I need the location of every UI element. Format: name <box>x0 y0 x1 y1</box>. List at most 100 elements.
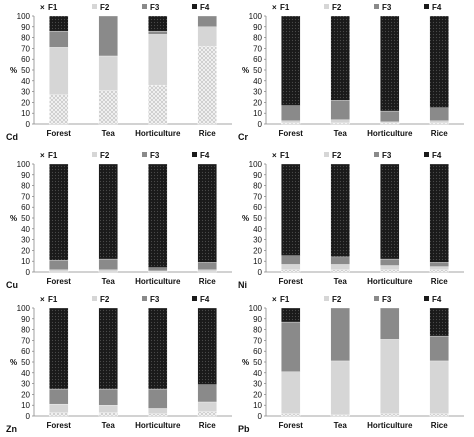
bar-segment-f4-horticulture <box>148 15 168 32</box>
bar-segment-f3-horticulture <box>380 110 400 122</box>
bar-segment-f1-tea <box>98 90 118 125</box>
legend-marker: × <box>272 3 277 12</box>
y-tick-label: 60 <box>21 55 30 64</box>
legend-label: F4 <box>432 295 442 304</box>
legend-marker: × <box>40 295 45 304</box>
x-tick-label: Horticulture <box>135 129 181 138</box>
legend-marker: × <box>272 295 277 304</box>
legend-item-f1: × F1 <box>40 151 58 160</box>
y-tick-label: 0 <box>26 120 31 129</box>
legend-item-f1: × F1 <box>40 295 58 304</box>
y-tick-label: 70 <box>253 192 262 201</box>
bar-segment-f1-horticulture <box>148 413 168 417</box>
bar-segment-f2-rice <box>429 266 449 270</box>
bar-segment-f4-tea <box>330 15 350 101</box>
bar-segment-f2-horticulture <box>380 339 400 414</box>
legend-swatch <box>142 4 147 9</box>
legend-item-f4: F4 <box>424 3 442 12</box>
bar-segment-f3-forest <box>49 259 69 270</box>
y-tick-label: 80 <box>21 34 30 43</box>
element-label: Cu <box>6 280 18 290</box>
bar-segment-f2-tea <box>330 360 350 416</box>
bar-segment-f1-horticulture <box>380 413 400 417</box>
legend-item-f2: F2 <box>324 151 342 160</box>
bar-segment-f1-forest <box>49 412 69 417</box>
bar-segment-f1-rice <box>197 46 217 125</box>
bar-segment-f2-forest <box>49 403 69 413</box>
legend-label: F3 <box>150 151 160 160</box>
y-tick-label: 90 <box>253 315 262 324</box>
x-tick-label: Tea <box>334 421 348 430</box>
x-tick-label: Forest <box>279 277 304 286</box>
bar-segment-f2-rice <box>197 26 217 47</box>
y-tick-label: 70 <box>21 336 30 345</box>
bar-segment-f4-tea <box>98 163 118 260</box>
element-label: Cr <box>238 132 248 142</box>
y-tick-label: 0 <box>258 268 263 277</box>
x-tick-label: Forest <box>47 129 72 138</box>
element-label: Zn <box>6 424 17 434</box>
x-tick-label: Tea <box>102 129 116 138</box>
legend-item-f1: × F1 <box>40 3 58 12</box>
bar-segment-f2-forest <box>49 269 69 273</box>
legend-item-f3: F3 <box>142 3 160 12</box>
bar-segment-f3-rice <box>429 107 449 121</box>
bar-segment-f1-tea <box>330 269 350 273</box>
legend-swatch <box>324 296 329 301</box>
bar-segment-f2-tea <box>330 264 350 270</box>
bar-segment-f1-rice <box>429 413 449 417</box>
legend-swatch <box>92 4 97 9</box>
bar-segment-f3-tea <box>330 100 350 120</box>
legend-marker: × <box>40 3 45 12</box>
bar-segment-f2-forest <box>281 371 301 414</box>
legend-label: F3 <box>382 295 392 304</box>
legend-swatch <box>374 4 379 9</box>
bar-segment-f1-forest <box>49 94 69 125</box>
y-tick-label: 40 <box>253 369 262 378</box>
bar-segment-f3-rice <box>197 262 217 270</box>
y-tick-label: 10 <box>253 257 262 266</box>
y-tick-label: 30 <box>21 380 30 389</box>
y-tick-label: 100 <box>249 12 263 21</box>
bar-segment-f3-tea <box>98 15 118 57</box>
y-tick-label: 100 <box>17 160 31 169</box>
bar-segment-f4-forest <box>281 307 301 323</box>
bar-segment-f4-forest <box>49 15 69 32</box>
legend-label: F3 <box>150 3 160 12</box>
bar-segment-f1-rice <box>429 269 449 273</box>
legend-label: F1 <box>280 295 290 304</box>
y-tick-label: 50 <box>21 66 30 75</box>
bar-segment-f4-forest <box>281 15 301 106</box>
bar-segment-f1-forest <box>281 269 301 273</box>
y-tick-label: 10 <box>253 109 262 118</box>
bar-segment-f4-forest <box>49 163 69 261</box>
legend-label: F4 <box>200 295 210 304</box>
bar-segment-f3-forest <box>281 321 301 372</box>
y-axis-label: % <box>10 66 17 75</box>
y-tick-label: 50 <box>253 66 262 75</box>
bar-segment-f4-horticulture <box>148 307 168 390</box>
y-tick-label: 60 <box>253 347 262 356</box>
y-tick-label: 20 <box>253 390 262 399</box>
x-tick-label: Horticulture <box>135 421 181 430</box>
legend-swatch <box>374 152 379 157</box>
element-label: Pb <box>238 424 250 434</box>
bar-segment-f4-rice <box>197 163 217 263</box>
bar-segment-f2-forest <box>281 120 301 124</box>
legend-swatch <box>92 296 97 301</box>
y-tick-label: 80 <box>253 34 262 43</box>
y-tick-label: 60 <box>21 347 30 356</box>
y-tick-label: 90 <box>21 315 30 324</box>
bar-segment-f3-forest <box>49 388 69 405</box>
legend-label: F2 <box>100 295 110 304</box>
legend-marker: × <box>272 151 277 160</box>
y-tick-label: 40 <box>253 225 262 234</box>
legend-item-f4: F4 <box>192 151 210 160</box>
x-tick-label: Horticulture <box>367 129 413 138</box>
x-tick-label: Horticulture <box>135 277 181 286</box>
bar-segment-f4-rice <box>429 15 449 108</box>
